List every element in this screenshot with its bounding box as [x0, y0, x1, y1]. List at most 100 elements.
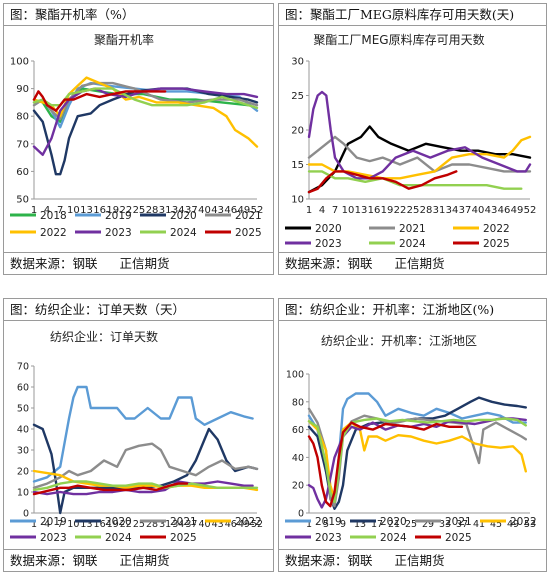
x-tick-label: 1 [31, 205, 37, 216]
legend-label: 2022 [483, 223, 510, 235]
legend-label: 2023 [105, 227, 132, 239]
x-tick-label: 53 [524, 519, 536, 530]
x-tick-label: 28 [146, 205, 159, 216]
legend-label: 2023 [40, 532, 67, 544]
legend-item-2024: 2024 [350, 532, 407, 544]
y-tick-label: 100 [286, 370, 304, 381]
x-tick-label: 49 [238, 519, 250, 530]
x-tick-label: 37 [456, 519, 468, 530]
legend-label: 2023 [315, 238, 342, 250]
y-tick-label: 60 [292, 425, 304, 436]
legend-label: 2024 [399, 238, 426, 250]
legend-label: 2020 [170, 210, 197, 222]
series-line-2025 [307, 421, 464, 508]
x-tick-label: 7 [57, 519, 63, 530]
series-line-2020 [32, 423, 259, 515]
y-tick-label: 25 [291, 91, 304, 102]
chart-polyester-operating-rate: 聚酯开机率 50 60 70 80 90 100 1 4 7 10 13 16 19 22 25 28 31 34 3… [10, 32, 264, 239]
legend-item-2022: 2022 [205, 516, 262, 528]
x-tick-label: 1 [306, 519, 312, 530]
series-line-2023 [32, 480, 254, 496]
legend-label: 2020 [105, 516, 132, 528]
legend-item-2020: 2020 [75, 516, 132, 528]
y-tick-label: 50 [17, 404, 29, 415]
x-tick-label: 1 [31, 519, 37, 530]
x-tick-label: 31 [159, 519, 171, 530]
panel-footer: 数据来源：钢联 正信期货 [279, 549, 546, 571]
legend-label: 2021 [235, 210, 262, 222]
y-tick-label: 70 [16, 139, 29, 150]
x-tick-label: 19 [107, 519, 119, 530]
legend-item-2022: 2022 [453, 223, 510, 235]
legend-item-2021: 2021 [369, 223, 426, 235]
legend-item-2023: 2023 [285, 532, 342, 544]
panel-header: 图：聚酯工厂MEG原料库存可用天数(天) [279, 4, 546, 26]
x-tick-label: 52 [524, 205, 537, 216]
source-label: 数据来源：钢联 [285, 553, 373, 568]
x-tick-label: 21 [388, 519, 400, 530]
y-tick-label: 0 [23, 509, 29, 520]
x-tick-label: 41 [473, 519, 485, 530]
legend-item-2023: 2023 [75, 227, 132, 239]
x-tick-label: 7 [332, 205, 338, 216]
legend-label: 2022 [235, 516, 262, 528]
x-tick-label: 46 [224, 205, 237, 216]
series-line-2021 [32, 442, 259, 490]
x-tick-label: 17 [371, 519, 383, 530]
legend-item-2020: 2020 [285, 223, 342, 235]
x-tick-label: 43 [485, 205, 498, 216]
legend-item-2025: 2025 [140, 532, 197, 544]
x-tick-label: 31 [433, 205, 446, 216]
y-tick-label: 50 [16, 195, 29, 206]
x-tick-label: 22 [394, 205, 407, 216]
x-tick-label: 4 [44, 205, 50, 216]
chart-title: 纺织企业：订单天数 [50, 329, 158, 344]
chart-title: 聚酯工厂MEG原料库存可用天数 [313, 32, 484, 47]
x-tick-label: 25 [405, 519, 417, 530]
legend-label: 2018 [40, 210, 67, 222]
x-tick-label: 28 [146, 519, 158, 530]
legend-item-2019: 2019 [10, 516, 67, 528]
x-tick-label: 49 [511, 205, 524, 216]
legend-label: 2020 [380, 516, 407, 528]
legend-item-2021: 2021 [415, 516, 472, 528]
legend-item-2025: 2025 [453, 238, 510, 250]
legend-label: 2020 [315, 223, 342, 235]
series-line-2020 [32, 87, 259, 176]
panel-header: 图：纺织企业：开机率：江浙地区(%) [279, 299, 546, 321]
x-tick-label: 13 [80, 519, 92, 530]
legend-label: 2021 [170, 516, 197, 528]
chart-textile-operating-rate-jiangzhe: 纺织企业：开机率：江浙地区 0 20 40 60 80 100 1 5 9 13 17 21 25 29 33… [285, 333, 537, 544]
legend-label: 2024 [170, 227, 197, 239]
legend-item-2019: 2019 [285, 516, 342, 528]
series-line-2024 [32, 480, 259, 492]
legend-label: 2019 [40, 516, 67, 528]
y-tick-label: 90 [16, 84, 29, 95]
legend-label: 2023 [315, 532, 342, 544]
legend-label: 2021 [445, 516, 472, 528]
x-tick-label: 28 [420, 205, 433, 216]
x-tick-label: 46 [225, 519, 237, 530]
legend-item-2025: 2025 [415, 532, 472, 544]
y-tick-label: 30 [291, 57, 304, 68]
legend-item-2023: 2023 [10, 532, 67, 544]
y-tick-label: 40 [17, 425, 29, 436]
x-tick-label: 16 [94, 519, 106, 530]
series-line-2023 [32, 87, 259, 157]
x-tick-label: 9 [340, 519, 346, 530]
legend-item-2022: 2022 [480, 516, 537, 528]
panel-header: 图：纺织企业：订单天数（天） [4, 299, 273, 321]
x-tick-label: 1 [306, 205, 312, 216]
source-label: 数据来源：钢联 [285, 256, 373, 271]
y-tick-label: 80 [16, 112, 29, 123]
series-line-2025 [32, 482, 189, 496]
x-tick-label: 52 [251, 205, 264, 216]
source-label: 数据来源：钢联 [10, 553, 98, 568]
source-org: 正信期货 [119, 256, 170, 271]
x-tick-label: 25 [133, 205, 146, 216]
x-tick-label: 25 [133, 519, 145, 530]
x-tick-label: 16 [368, 205, 381, 216]
legend-item-2019: 2019 [75, 210, 132, 222]
panel-meg-inventory-days: 图：聚酯工厂MEG原料库存可用天数(天) 聚酯工厂MEG原料库存可用天数 10 15… [278, 3, 547, 275]
x-tick-label: 40 [198, 519, 210, 530]
